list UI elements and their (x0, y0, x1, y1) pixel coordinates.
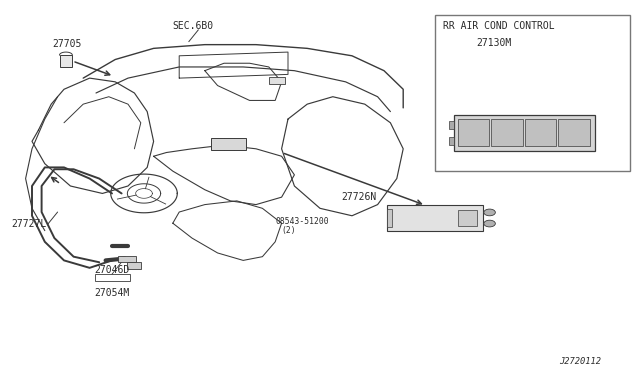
Circle shape (484, 220, 495, 227)
Bar (387, 205, 483, 231)
Text: (2): (2) (282, 225, 296, 234)
Bar (449, 121, 454, 129)
Text: 27046D: 27046D (95, 265, 130, 275)
Bar (60, 55, 72, 67)
Bar (454, 115, 595, 151)
Bar (492, 119, 523, 146)
Bar (127, 262, 141, 269)
Circle shape (484, 209, 495, 216)
Bar (435, 15, 630, 171)
Text: 27130M: 27130M (477, 38, 512, 48)
Bar (458, 119, 490, 146)
Bar (387, 209, 392, 227)
Bar (458, 211, 477, 225)
Text: J2720112: J2720112 (559, 357, 602, 366)
Bar (559, 119, 590, 146)
Text: 27726N: 27726N (342, 192, 377, 202)
Text: SEC.6B0: SEC.6B0 (173, 21, 214, 31)
Bar (525, 119, 557, 146)
Text: 27054M: 27054M (95, 288, 130, 298)
Bar (118, 256, 136, 262)
Bar (211, 138, 246, 150)
Bar (449, 137, 454, 145)
Text: 27705: 27705 (52, 39, 81, 49)
Text: RR AIR COND CONTROL: RR AIR COND CONTROL (443, 21, 554, 31)
Bar (95, 274, 130, 281)
Text: 08543-51200: 08543-51200 (275, 217, 329, 226)
Bar (269, 77, 285, 84)
Text: 27727L: 27727L (12, 219, 47, 229)
